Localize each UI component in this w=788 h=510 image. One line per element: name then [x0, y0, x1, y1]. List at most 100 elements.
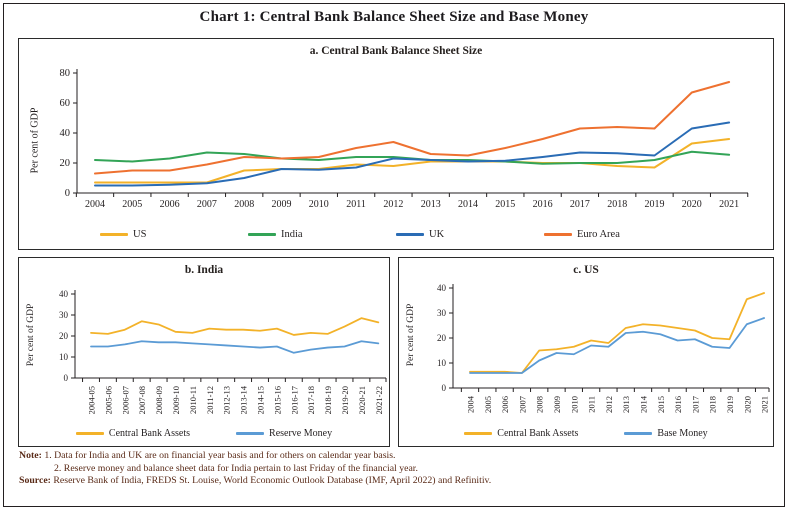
x-tick-label: 2008	[234, 199, 254, 210]
legend-swatch	[464, 432, 493, 435]
x-tick-label: 2020	[742, 396, 752, 413]
x-tick-label: 2006	[500, 396, 510, 413]
x-tick-label: 2005-06	[103, 386, 113, 414]
panel-c-title: c. US	[573, 264, 599, 276]
y-tick-label: 0	[65, 188, 70, 199]
series-line-base-money	[469, 317, 766, 374]
y-tick-label: 10	[59, 352, 69, 362]
note-2-text: 2. Reserve money and balance sheet data …	[54, 462, 418, 474]
x-tick-label: 2013	[421, 199, 441, 210]
outer-border	[3, 3, 785, 507]
y-tick-label: 80	[60, 68, 71, 79]
x-tick-label: 2018	[607, 199, 627, 210]
panel-c-legend: Central Bank Assets Base Money	[399, 428, 773, 439]
legend-item-india: India	[248, 229, 396, 240]
x-tick-label: 2009	[552, 396, 562, 413]
y-tick-label: 0	[64, 373, 69, 383]
figure-title: Chart 1: Central Bank Balance Sheet Size…	[199, 9, 589, 25]
note-line-2: 2. Reserve money and balance sheet data …	[19, 463, 772, 476]
x-tick-label: 2015-16	[272, 386, 282, 414]
series-line-central-bank-assets	[90, 317, 380, 336]
panel-b-legend: Central Bank Assets Reserve Money	[19, 428, 389, 439]
x-tick-label: 2004	[466, 395, 476, 413]
panel-a-legend: US India UK Euro Area	[19, 229, 773, 240]
legend-label: US	[133, 229, 147, 240]
x-tick-label: 2011	[346, 199, 366, 210]
y-tick-label: 20	[60, 158, 71, 169]
x-tick-label: 2005	[122, 199, 142, 210]
x-tick-label: 2007-08	[137, 386, 147, 414]
x-tick-label: 2013-14	[239, 385, 249, 414]
x-tick-label: 2004-05	[87, 386, 97, 414]
x-tick-label: 2012-13	[222, 386, 232, 414]
series-line-central-bank-assets	[469, 292, 766, 374]
source-line: Source: Reserve Bank of India, FREDS St.…	[19, 475, 772, 488]
x-tick-label: 2008	[535, 396, 545, 413]
panel-us: c. US Per cent of GDP 0 10 20 30 40 2004 2005 2…	[398, 257, 774, 447]
x-tick-label: 2006-07	[120, 386, 130, 414]
x-tick-label: 2016	[673, 396, 683, 413]
india-line-chart: 0 10 20 30 40 2004-05 2005-06 2006-07 2007-08 200…	[59, 289, 387, 414]
panel-india: b. India Per cent of GDP 0 10 20 30 40 2004-0…	[18, 257, 390, 447]
us-line-chart: 0 10 20 30 40 2004 2005 2006 2007 2008 2009 2010 201…	[437, 283, 770, 413]
x-tick-label: 2019-20	[340, 386, 350, 414]
x-tick-label: 2015	[495, 199, 515, 210]
x-tick-label: 2017	[570, 199, 590, 210]
panel-b-y-axis-label: Per cent of GDP	[26, 303, 36, 367]
x-tick-label: 2008-09	[154, 386, 164, 414]
x-tick-label: 2021	[719, 199, 739, 210]
legend-swatch	[248, 233, 276, 236]
x-tick-label: 2009-10	[171, 386, 181, 414]
source-label: Source:	[19, 475, 51, 487]
y-tick-label: 40	[60, 128, 71, 139]
legend-item-uk: UK	[396, 229, 544, 240]
x-tick-label: 2004	[85, 199, 105, 210]
footnotes: Note: 1. Data for India and UK are on fi…	[19, 450, 772, 488]
x-tick-label: 2010	[569, 396, 579, 413]
note-label: Note:	[19, 450, 42, 461]
x-tick-label: 2014	[639, 395, 649, 413]
x-tick-label: 2020-21	[357, 386, 367, 414]
x-tick-label: 2012	[383, 199, 403, 210]
legend-label: India	[281, 229, 303, 240]
x-tick-label: 2020	[682, 199, 702, 210]
x-tick-label: 2009	[272, 199, 292, 210]
legend-item-base-money: Base Money	[624, 428, 708, 439]
legend-label: Euro Area	[577, 229, 620, 240]
legend-item-euro-area: Euro Area	[544, 229, 692, 240]
y-tick-label: 30	[59, 310, 69, 320]
x-tick-label: 2017	[690, 396, 700, 413]
series-line-reserve-money	[90, 340, 380, 354]
y-tick-label: 30	[437, 308, 447, 318]
x-tick-label: 2010-11	[188, 386, 198, 414]
x-tick-label: 2016-17	[289, 386, 299, 414]
x-tick-label: 2014	[458, 199, 478, 210]
legend-item-reserve-money: Reserve Money	[236, 428, 332, 439]
x-tick-label: 2011-12	[205, 386, 215, 414]
note-1-text: 1. Data for India and UK are on financia…	[44, 450, 396, 461]
x-tick-label: 2011	[587, 396, 597, 413]
x-tick-label: 2005	[483, 396, 493, 413]
legend-swatch	[236, 432, 265, 435]
x-tick-label: 2012	[604, 396, 614, 413]
x-tick-label: 2019	[645, 199, 665, 210]
x-tick-label: 2007	[517, 396, 527, 413]
x-tick-label: 2021	[760, 396, 770, 413]
series-line-uk	[94, 121, 731, 187]
y-tick-label: 60	[60, 98, 71, 109]
panel-c-y-axis-label: Per cent of GDP	[406, 303, 416, 367]
y-tick-label: 20	[59, 331, 69, 341]
y-tick-label: 40	[437, 283, 447, 293]
x-tick-label: 2018	[708, 396, 718, 413]
x-tick-label: 2007	[197, 199, 217, 210]
legend-item-central-bank-assets: Central Bank Assets	[464, 428, 578, 439]
x-tick-label: 2018-19	[323, 386, 333, 414]
panel-a-title: a. Central Bank Balance Sheet Size	[309, 45, 483, 57]
x-tick-label: 2013	[621, 396, 631, 413]
note-line-1: Note: 1. Data for India and UK are on fi…	[19, 450, 772, 463]
panel-a-y-axis-label: Per cent of GDP	[29, 107, 41, 174]
legend-swatch	[544, 233, 572, 236]
legend-label: Base Money	[657, 428, 708, 439]
legend-label: Central Bank Assets	[108, 428, 191, 439]
